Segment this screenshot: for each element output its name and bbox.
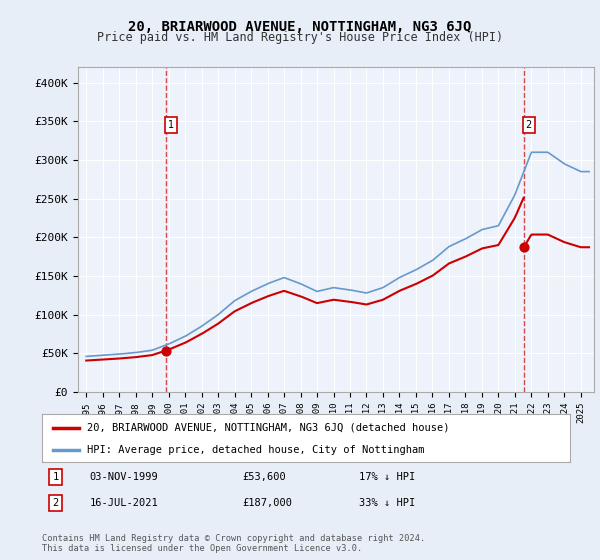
Text: 33% ↓ HPI: 33% ↓ HPI: [359, 498, 415, 508]
Text: Price paid vs. HM Land Registry's House Price Index (HPI): Price paid vs. HM Land Registry's House …: [97, 31, 503, 44]
Text: 03-NOV-1999: 03-NOV-1999: [89, 472, 158, 482]
Text: 20, BRIARWOOD AVENUE, NOTTINGHAM, NG3 6JQ: 20, BRIARWOOD AVENUE, NOTTINGHAM, NG3 6J…: [128, 20, 472, 34]
Text: 1: 1: [53, 472, 59, 482]
Text: HPI: Average price, detached house, City of Nottingham: HPI: Average price, detached house, City…: [87, 445, 424, 455]
Text: 20, BRIARWOOD AVENUE, NOTTINGHAM, NG3 6JQ (detached house): 20, BRIARWOOD AVENUE, NOTTINGHAM, NG3 6J…: [87, 423, 449, 433]
Text: 17% ↓ HPI: 17% ↓ HPI: [359, 472, 415, 482]
Text: £187,000: £187,000: [242, 498, 293, 508]
Text: £53,600: £53,600: [242, 472, 286, 482]
Text: 2: 2: [526, 120, 532, 130]
Point: [519, 243, 529, 252]
Text: 2: 2: [53, 498, 59, 508]
Text: 16-JUL-2021: 16-JUL-2021: [89, 498, 158, 508]
Text: Contains HM Land Registry data © Crown copyright and database right 2024.
This d: Contains HM Land Registry data © Crown c…: [42, 534, 425, 553]
Text: 1: 1: [167, 120, 173, 130]
Point: [161, 346, 170, 355]
